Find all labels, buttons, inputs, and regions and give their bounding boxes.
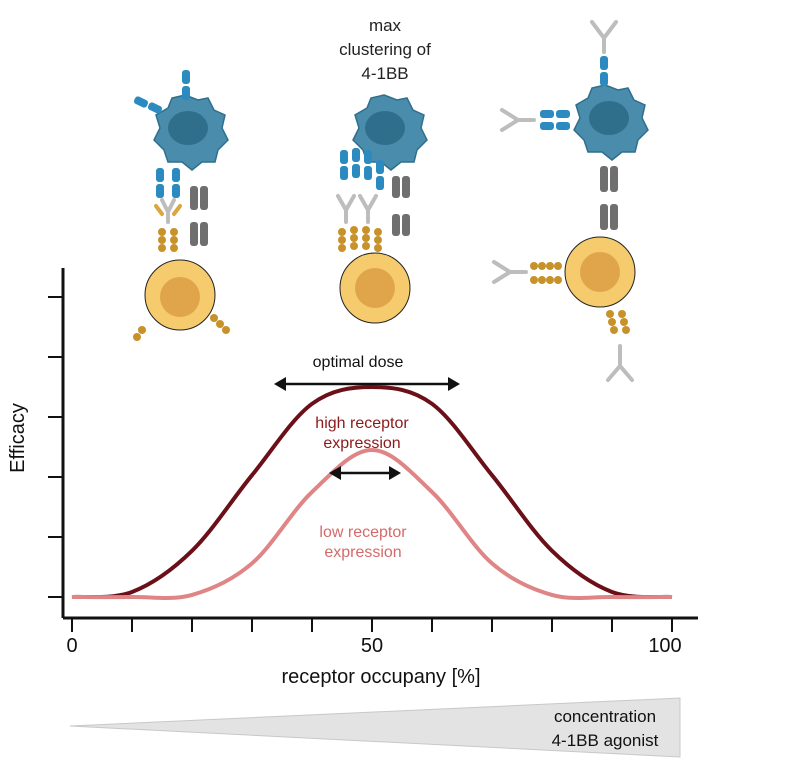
- low-expression-dose-arrow: [329, 466, 401, 480]
- tumor-cell-left: [153, 94, 229, 171]
- antibody-right-left: [500, 108, 536, 132]
- series-line-low-receptor-expression: [71, 447, 673, 600]
- receptor-blue-left: [133, 70, 190, 198]
- max-clustering-line1: max: [369, 16, 402, 35]
- optimal-dose-arrow: [274, 377, 460, 391]
- tumor-cell-middle: [352, 94, 428, 171]
- chart: 0 50 100 receptor occupany [%] Efficacy …: [7, 268, 698, 688]
- antibody-left: [154, 198, 182, 224]
- ligand-grey-middle: [392, 176, 410, 236]
- x-ticks: [71, 618, 673, 632]
- receptor-gold-left: [133, 228, 230, 341]
- series-line-high-receptor-expression: [71, 384, 673, 600]
- concentration-wedge: [69, 697, 681, 758]
- low-expression-label-line1: low receptor: [319, 524, 407, 541]
- tumor-cell-right: [573, 84, 649, 161]
- ligand-grey-left: [190, 186, 208, 246]
- low-expression-label-line2: expression: [324, 544, 401, 561]
- y-axis-label: Efficacy: [7, 403, 29, 473]
- concentration-label-line2: 4-1BB agonist: [552, 731, 659, 750]
- receptor-gold-middle: [338, 226, 382, 252]
- t-cell-left: [144, 259, 216, 331]
- t-cell-right: [564, 236, 636, 308]
- receptor-blue-right: [540, 56, 608, 130]
- antibody-right-top: [590, 20, 618, 54]
- antibody-middle: [336, 194, 378, 224]
- concentration-label-line1: concentration: [554, 707, 656, 726]
- max-clustering-line3: 4-1BB: [361, 64, 408, 83]
- ligand-grey-right: [600, 166, 618, 230]
- max-clustering-line2: clustering of: [339, 40, 431, 59]
- x-axis-label: receptor occupany [%]: [282, 666, 481, 688]
- high-expression-label-line1: high receptor: [315, 415, 409, 432]
- receptor-gold-right: [530, 262, 630, 334]
- t-cell-middle: [339, 252, 411, 324]
- x-tick-label-100: 100: [648, 635, 681, 657]
- high-expression-label-line2: expression: [323, 435, 400, 452]
- x-tick-label-0: 0: [66, 635, 77, 657]
- x-tick-label-50: 50: [361, 635, 383, 657]
- optimal-dose-label: optimal dose: [313, 354, 404, 371]
- antibody-right-lower: [492, 260, 634, 382]
- y-ticks: [48, 296, 63, 598]
- receptor-blue-middle: [340, 148, 384, 190]
